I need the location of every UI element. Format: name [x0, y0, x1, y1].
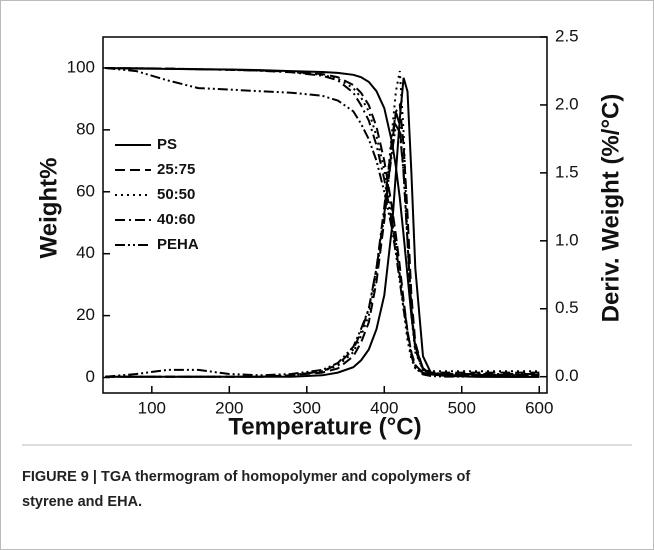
- weight-line: [105, 67, 540, 376]
- caption-line: styrene and EHA.: [22, 494, 142, 510]
- y2-tick-label: 0.5: [555, 298, 579, 317]
- y2-tick-label: 2.5: [555, 26, 579, 45]
- y2-tick-label: 1.0: [555, 230, 579, 249]
- y-axis-label: Weight%: [35, 158, 62, 259]
- y-tick-label: 100: [67, 57, 95, 76]
- y-tick-label: 80: [76, 119, 95, 138]
- y2-tick-label: 1.5: [555, 162, 579, 181]
- y2-axis-label: Deriv. Weight (%/°C): [597, 94, 624, 323]
- x-tick-label: 500: [448, 398, 476, 417]
- legend-label: PEHA: [157, 236, 199, 253]
- caption-line: FIGURE 9 | TGA thermogram of homopolymer…: [22, 469, 470, 485]
- y-tick-label: 0: [86, 367, 95, 386]
- y2-tick-label: 0.0: [555, 366, 579, 385]
- weight-line: [105, 67, 540, 378]
- x-tick-label: 600: [525, 398, 553, 417]
- y-tick-label: 40: [76, 243, 95, 262]
- legend-label: PS: [157, 136, 177, 153]
- x-tick-label: 200: [215, 398, 243, 417]
- legend-label: 50:50: [157, 186, 195, 203]
- legend-label: 40:60: [157, 211, 195, 228]
- y-tick-label: 60: [76, 181, 95, 200]
- x-axis-label: Temperature (°C): [228, 413, 421, 440]
- weight-line: [105, 67, 540, 376]
- legend-label: 25:75: [157, 161, 195, 178]
- deriv-line: [105, 122, 540, 378]
- x-tick-label: 300: [293, 398, 321, 417]
- y2-tick-label: 2.0: [555, 94, 579, 113]
- x-tick-label: 400: [370, 398, 398, 417]
- y-tick-label: 20: [76, 305, 95, 324]
- plot-frame: [102, 36, 548, 394]
- x-tick-label: 100: [138, 398, 166, 417]
